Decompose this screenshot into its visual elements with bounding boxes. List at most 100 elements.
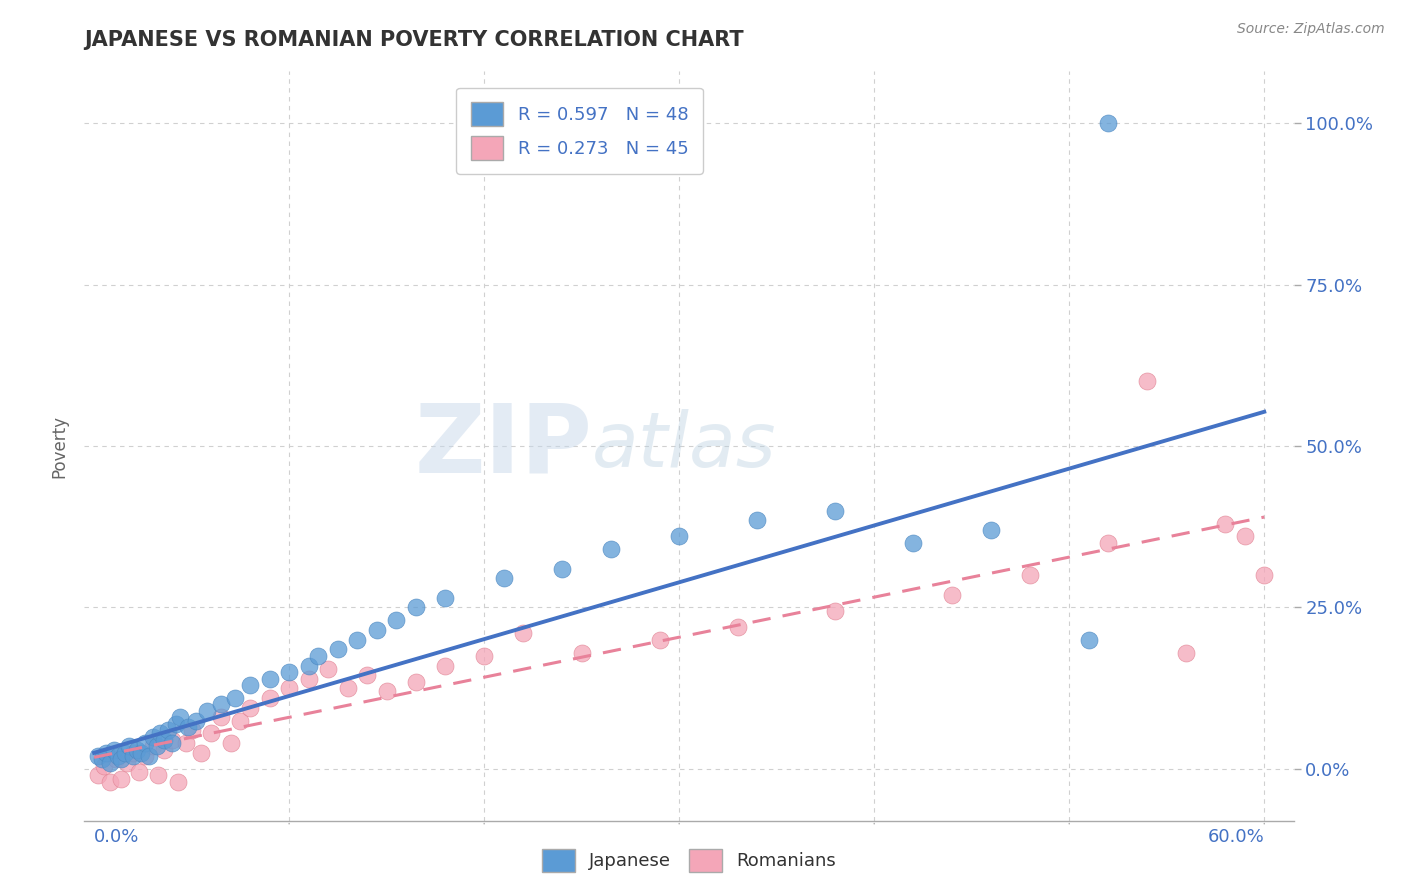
Point bbox=[259, 672, 281, 686]
Point bbox=[298, 672, 321, 686]
Point bbox=[114, 746, 136, 760]
Point bbox=[259, 690, 281, 705]
Point bbox=[405, 674, 427, 689]
Point bbox=[727, 620, 749, 634]
Point bbox=[142, 739, 165, 754]
Point bbox=[134, 736, 156, 750]
Point bbox=[103, 742, 125, 756]
Point bbox=[1253, 568, 1275, 582]
Point bbox=[346, 632, 368, 647]
Point bbox=[600, 542, 623, 557]
Point bbox=[129, 746, 152, 760]
Point bbox=[903, 536, 925, 550]
Point bbox=[145, 739, 167, 754]
Point bbox=[174, 736, 197, 750]
Text: ZIP: ZIP bbox=[415, 400, 592, 492]
Point bbox=[209, 698, 232, 712]
Point bbox=[138, 749, 160, 764]
Point bbox=[160, 736, 183, 750]
Point bbox=[184, 714, 207, 728]
Point bbox=[167, 775, 190, 789]
Point bbox=[107, 749, 129, 764]
Point bbox=[209, 710, 232, 724]
Legend: Japanese, Romanians: Japanese, Romanians bbox=[534, 841, 844, 879]
Point bbox=[94, 746, 117, 760]
Point bbox=[1077, 632, 1099, 647]
Point bbox=[366, 623, 388, 637]
Point bbox=[239, 700, 262, 714]
Point bbox=[229, 714, 252, 728]
Point bbox=[824, 503, 846, 517]
Point bbox=[128, 765, 150, 780]
Point bbox=[110, 772, 132, 786]
Point bbox=[93, 758, 115, 772]
Point bbox=[336, 681, 359, 696]
Point bbox=[98, 756, 121, 770]
Point bbox=[405, 600, 427, 615]
Point bbox=[1136, 375, 1159, 389]
Text: atlas: atlas bbox=[592, 409, 776, 483]
Point bbox=[512, 626, 534, 640]
Point bbox=[1019, 568, 1042, 582]
Point bbox=[142, 730, 165, 744]
Point bbox=[90, 752, 112, 766]
Point bbox=[571, 646, 593, 660]
Point bbox=[434, 591, 457, 605]
Point bbox=[219, 736, 242, 750]
Point bbox=[149, 726, 172, 740]
Point bbox=[307, 648, 329, 663]
Point bbox=[153, 732, 176, 747]
Point bbox=[356, 668, 378, 682]
Point bbox=[1213, 516, 1236, 531]
Point bbox=[326, 642, 349, 657]
Point bbox=[122, 749, 145, 764]
Point bbox=[278, 665, 301, 679]
Point bbox=[153, 742, 176, 756]
Point bbox=[980, 523, 1002, 537]
Point bbox=[125, 742, 148, 756]
Point bbox=[110, 752, 132, 766]
Point bbox=[472, 648, 495, 663]
Point bbox=[298, 658, 321, 673]
Point bbox=[941, 588, 963, 602]
Point bbox=[824, 604, 846, 618]
Point bbox=[169, 710, 191, 724]
Point bbox=[134, 749, 156, 764]
Point bbox=[551, 562, 574, 576]
Point bbox=[385, 614, 408, 628]
Point bbox=[316, 662, 339, 676]
Point bbox=[122, 746, 145, 760]
Point bbox=[224, 690, 246, 705]
Point bbox=[98, 775, 121, 789]
Point bbox=[118, 739, 141, 754]
Point bbox=[157, 723, 180, 738]
Point bbox=[648, 632, 671, 647]
Point bbox=[1233, 529, 1256, 543]
Point bbox=[200, 726, 222, 740]
Point bbox=[434, 658, 457, 673]
Text: JAPANESE VS ROMANIAN POVERTY CORRELATION CHART: JAPANESE VS ROMANIAN POVERTY CORRELATION… bbox=[84, 30, 744, 50]
Point bbox=[165, 716, 187, 731]
Point bbox=[87, 749, 110, 764]
Point bbox=[747, 513, 769, 527]
Point bbox=[117, 756, 139, 770]
Point bbox=[195, 704, 218, 718]
Point bbox=[87, 768, 110, 782]
Point bbox=[278, 681, 301, 696]
Point bbox=[375, 684, 398, 698]
Point bbox=[492, 571, 515, 585]
Text: 0.0%: 0.0% bbox=[94, 829, 139, 847]
Point bbox=[1175, 646, 1198, 660]
Point bbox=[148, 768, 170, 782]
Y-axis label: Poverty: Poverty bbox=[51, 415, 69, 477]
Point bbox=[104, 752, 127, 766]
Point bbox=[1097, 536, 1119, 550]
Point bbox=[668, 529, 690, 543]
Point bbox=[190, 746, 212, 760]
Text: Source: ZipAtlas.com: Source: ZipAtlas.com bbox=[1237, 22, 1385, 37]
Point bbox=[1097, 116, 1119, 130]
Point bbox=[177, 720, 200, 734]
Point bbox=[160, 732, 183, 747]
Point bbox=[180, 723, 202, 738]
Point bbox=[239, 678, 262, 692]
